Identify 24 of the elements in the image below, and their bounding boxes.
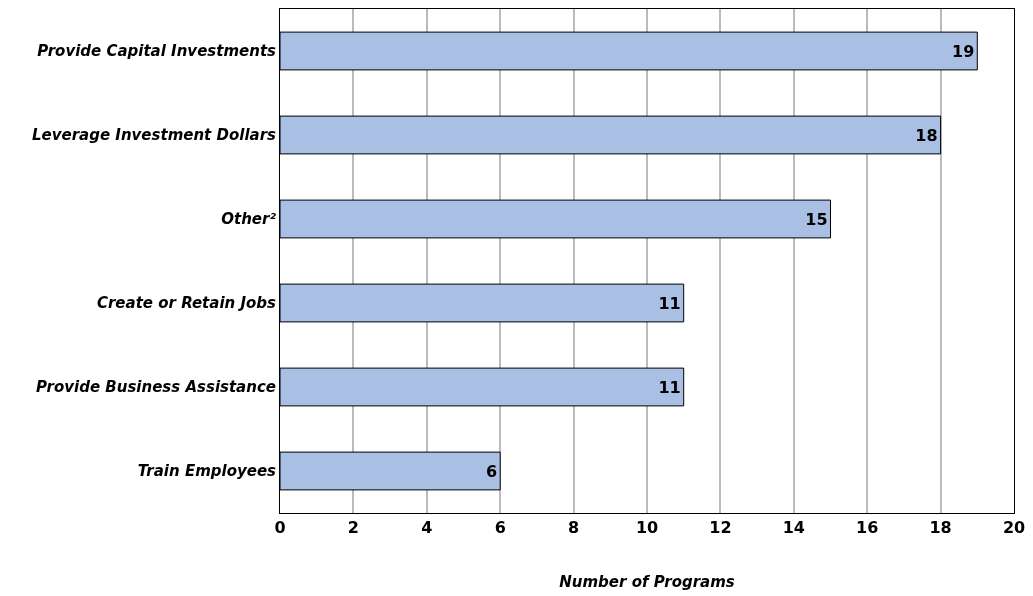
data-label: 6 — [486, 461, 498, 481]
x-tick-label: 14 — [782, 518, 805, 538]
x-tick-label: 4 — [421, 518, 433, 538]
x-axis-title: Number of Programs — [559, 573, 735, 592]
data-label: 11 — [658, 377, 681, 397]
x-tick-label: 10 — [635, 518, 659, 538]
x-tick-label: 12 — [709, 518, 732, 538]
y-tick-label: Create or Retain Jobs — [96, 294, 277, 313]
x-tick-label: 18 — [929, 518, 952, 538]
data-label: 18 — [915, 125, 938, 145]
x-tick-label: 16 — [856, 518, 879, 538]
x-tick-label: 8 — [568, 518, 580, 538]
x-tick-label: 2 — [347, 518, 359, 538]
x-tick-label: 6 — [494, 518, 506, 538]
y-tick-label: Other² — [221, 210, 277, 229]
data-label: 19 — [952, 41, 975, 61]
y-tick-label: Provide Business Assistance — [36, 378, 276, 397]
data-label: 15 — [805, 209, 828, 229]
y-tick-label: Provide Capital Investments — [37, 42, 277, 61]
x-tick-label: 20 — [1002, 518, 1026, 538]
x-tick-label: 0 — [274, 518, 286, 538]
y-tick-label: Train Employees — [137, 462, 277, 481]
y-tick-label: Leverage Investment Dollars — [31, 126, 277, 145]
data-label: 11 — [658, 293, 681, 313]
